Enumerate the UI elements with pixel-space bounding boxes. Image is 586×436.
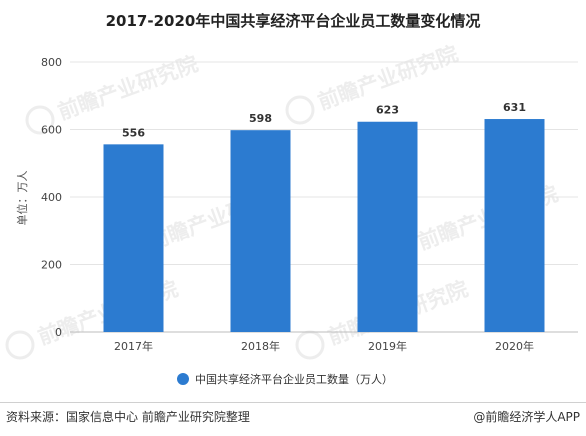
x-tick-label: 2020年 [495, 339, 534, 353]
bar [484, 119, 545, 332]
y-tick-labels: 0 200 400 600 800 [41, 56, 62, 339]
source-note: 资料来源：国家信息中心 前瞻产业研究院整理 [6, 410, 250, 424]
legend: 中国共享经济平台企业员工数量（万人） [177, 372, 393, 386]
x-tick-labels: 2017年 2018年 2019年 2020年 [114, 339, 534, 353]
watermark: 前瞻产业研究院 [285, 42, 461, 125]
legend-label: 中国共享经济平台企业员工数量（万人） [195, 372, 393, 386]
y-axis-label: 单位：万人 [15, 171, 29, 226]
bar [103, 144, 164, 332]
x-tick-label: 2019年 [368, 339, 407, 353]
svg-text:前瞻产业研究院: 前瞻产业研究院 [55, 52, 201, 125]
bar-value-label: 631 [503, 101, 526, 114]
bar-value-label: 556 [122, 126, 145, 139]
y-tick-label: 600 [41, 124, 62, 137]
footer-divider [0, 402, 586, 403]
bar [230, 130, 291, 332]
y-tick-label: 0 [55, 326, 62, 339]
y-tick-label: 400 [41, 191, 62, 204]
bar-value-label: 623 [376, 104, 399, 117]
x-tick-label: 2017年 [114, 339, 153, 353]
credit-note: @前瞻经济学人APP [473, 410, 580, 424]
bar [357, 121, 418, 332]
bar-value-label: 598 [249, 112, 272, 125]
chart-title: 2017-2020年中国共享经济平台企业员工数量变化情况 [105, 12, 481, 30]
bar-series: 556 598 623 631 [103, 101, 545, 332]
y-tick-label: 200 [41, 259, 62, 272]
legend-marker [177, 373, 189, 385]
x-tick-label: 2018年 [241, 339, 280, 353]
y-tick-label: 800 [41, 56, 62, 69]
